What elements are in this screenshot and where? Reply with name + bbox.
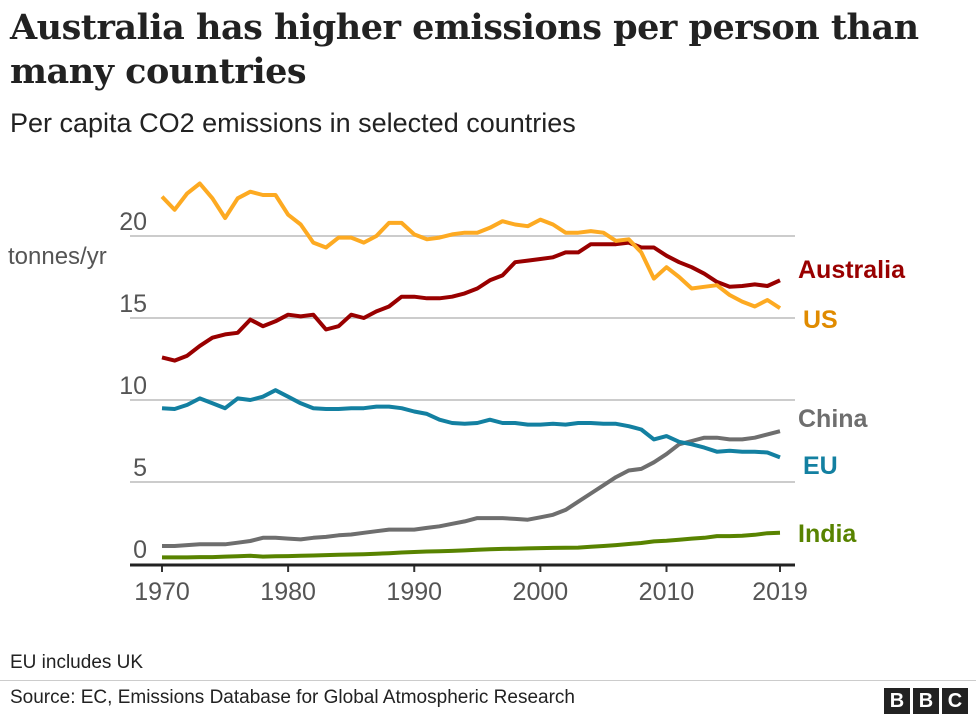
series-label-australia: Australia — [798, 256, 906, 284]
y-axis-label: tonnes/yr — [8, 243, 107, 270]
series-label-us: US — [803, 306, 838, 334]
x-tick-label: 1990 — [386, 578, 442, 606]
chart-subtitle: Per capita CO2 emissions in selected cou… — [10, 108, 576, 138]
chart-title: Australia has higher emissions per perso… — [10, 7, 919, 92]
footer-divider — [0, 680, 976, 681]
y-tick-label: 15 — [119, 290, 147, 318]
series-line-eu — [161, 388, 781, 460]
series-label-china: China — [798, 405, 869, 433]
series-line-china — [162, 429, 781, 548]
x-tick-label: 1980 — [260, 578, 316, 606]
series-line-india — [162, 530, 781, 560]
series-line-australia — [161, 240, 781, 363]
y-tick-label: 0 — [133, 536, 147, 564]
y-tick-label: 10 — [119, 372, 147, 400]
series-label-eu: EU — [803, 452, 838, 480]
x-tick-label: 2000 — [513, 578, 569, 606]
footnote: EU includes UK — [10, 652, 144, 673]
x-tick-label: 2010 — [639, 578, 695, 606]
line-chart: 0 5 10 15 20 tonnes/yr 1970 1980 1990 2000 2010 201… — [8, 181, 906, 606]
y-tick-label: 20 — [119, 208, 147, 236]
series-label-india: India — [798, 520, 857, 548]
series-line-us — [160, 181, 782, 310]
source-text: Source: EC, Emissions Database for Globa… — [10, 687, 575, 708]
y-tick-label: 5 — [133, 454, 147, 482]
x-tick-label: 2019 — [752, 578, 808, 606]
x-tick-label: 1970 — [134, 578, 190, 606]
